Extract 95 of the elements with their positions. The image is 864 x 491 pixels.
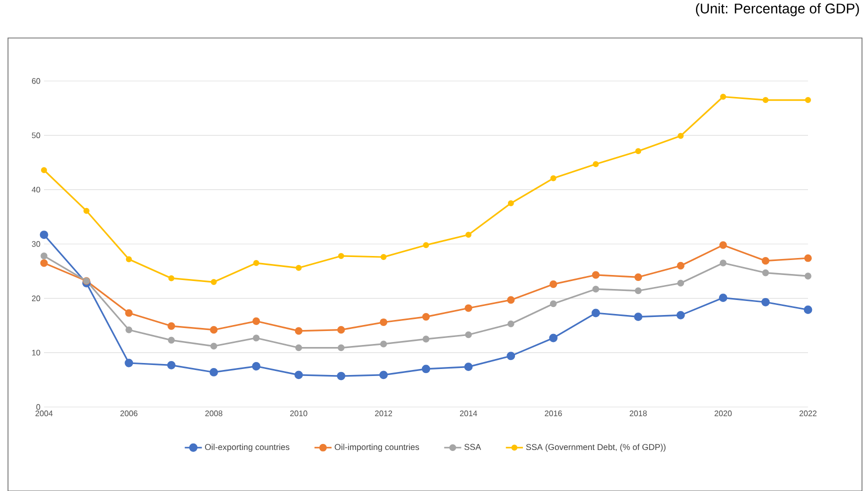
point: [167, 360, 176, 370]
point: [40, 230, 48, 239]
point: [40, 259, 48, 267]
point: [336, 372, 346, 380]
point: [762, 97, 769, 104]
x-tick-label: 2006: [120, 410, 138, 416]
point: [338, 252, 344, 259]
legend-label: Oil-importing countries: [334, 444, 420, 452]
point: [252, 362, 260, 370]
legend-label: SSA (Government Debt, (% of GDP)): [526, 444, 666, 452]
point: [465, 331, 472, 338]
point: [678, 132, 684, 139]
point: [380, 318, 388, 326]
point: [210, 342, 218, 350]
legend-label: Oil-exporting countries: [205, 444, 290, 452]
x-tick-label: 2022: [800, 410, 816, 416]
x-tick-label: 2008: [205, 410, 222, 416]
x-tick-label: 2020: [714, 410, 732, 416]
point: [380, 340, 387, 348]
x-tick-label: 2016: [544, 410, 562, 416]
point: [40, 252, 48, 260]
point: [338, 344, 345, 352]
point: [634, 287, 642, 294]
point: [464, 362, 473, 371]
legend-label: SSA: [464, 444, 482, 450]
point: [296, 264, 302, 271]
point: [168, 322, 176, 330]
point: [464, 304, 472, 312]
point: [677, 280, 684, 287]
point: [719, 241, 727, 249]
y-tick-label: 50: [32, 132, 40, 138]
text: (Unit: Percentage of GDP): [696, 3, 859, 16]
point: [634, 312, 642, 322]
point: [635, 148, 642, 154]
point: [549, 334, 558, 342]
y-tick-label: 40: [32, 186, 40, 193]
point: [804, 272, 812, 280]
point: [762, 269, 769, 276]
point: [294, 327, 302, 335]
point: [168, 336, 175, 344]
point: [124, 358, 134, 368]
point: [805, 97, 812, 104]
point: [422, 313, 430, 321]
point: [83, 208, 90, 214]
x-tick-label: 2012: [375, 410, 392, 416]
point: [422, 336, 430, 342]
y-tick-label: 20: [32, 296, 40, 302]
point: [422, 364, 430, 374]
point: [379, 370, 388, 380]
point: [210, 326, 218, 334]
point: [550, 300, 557, 308]
x-tick-label: 2018: [630, 410, 647, 416]
point: [592, 286, 600, 292]
point: [252, 334, 260, 342]
point: [761, 298, 770, 306]
point: [550, 175, 556, 182]
y-tick-label: 30: [32, 241, 40, 247]
point: [762, 257, 770, 265]
point: [210, 368, 218, 376]
point: [592, 308, 600, 318]
point: [252, 317, 260, 325]
point: [125, 309, 133, 317]
point: [506, 352, 516, 360]
point: [126, 256, 132, 262]
point: [592, 161, 599, 168]
point: [125, 326, 132, 334]
x-tick-label: 2010: [290, 410, 308, 416]
y-tick-label: 0: [36, 404, 40, 410]
point: [253, 260, 260, 266]
point: [676, 262, 684, 270]
point: [676, 310, 685, 320]
y-tick-label: 60: [32, 78, 40, 84]
point: [423, 242, 429, 248]
point: [210, 279, 217, 286]
point: [634, 273, 642, 281]
point: [720, 260, 727, 266]
point: [295, 344, 302, 352]
point: [718, 294, 728, 302]
point: [507, 320, 514, 328]
point: [508, 200, 514, 206]
point: [168, 275, 174, 282]
point: [720, 94, 726, 100]
point: [337, 326, 345, 334]
x-tick-label: 2014: [460, 410, 478, 416]
x-tick-label: 2004: [36, 410, 53, 416]
y-tick-label: 10: [32, 350, 40, 356]
point: [804, 306, 812, 314]
point: [465, 232, 472, 238]
point: [294, 370, 303, 380]
point: [592, 271, 600, 279]
point: [380, 254, 387, 260]
point: [507, 296, 515, 304]
point: [804, 254, 812, 262]
point: [41, 167, 48, 174]
point: [550, 280, 558, 288]
